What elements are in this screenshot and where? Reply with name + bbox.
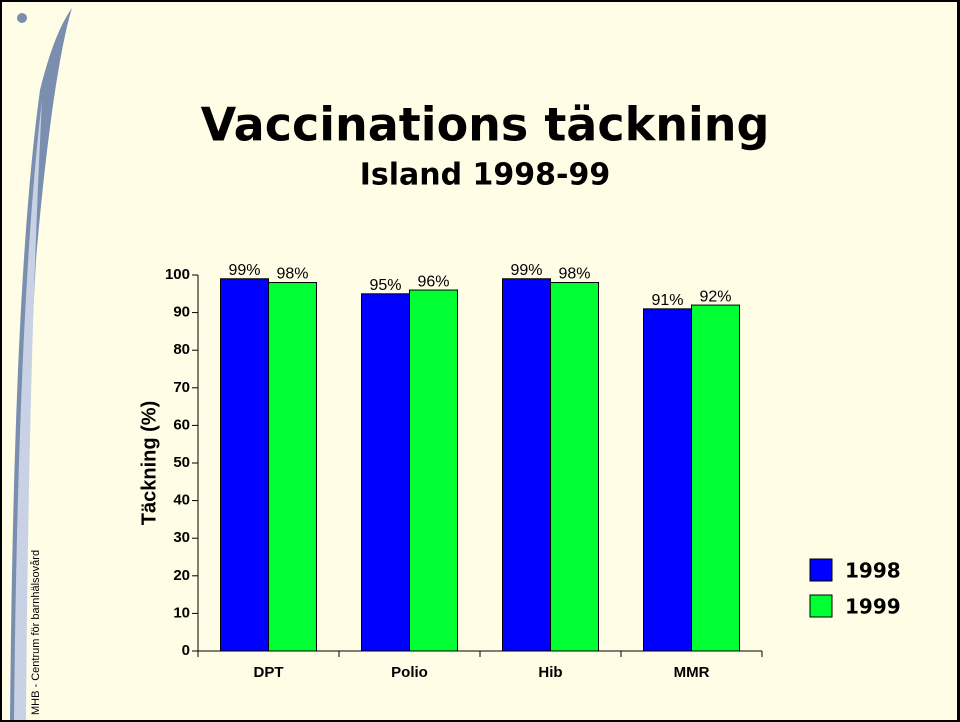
bar	[502, 278, 551, 652]
legend-label: 1998	[845, 559, 901, 583]
y-tick-label: 0	[182, 642, 190, 659]
legend-swatch	[809, 558, 833, 582]
y-tick-label: 70	[173, 379, 190, 396]
y-tick-label: 90	[173, 304, 190, 321]
y-tick-label: 10	[173, 604, 190, 621]
value-label: 99%	[228, 262, 260, 279]
x-tick-label: Hib	[538, 664, 562, 681]
side-text: MHB - Centrum för barnhälsovård	[30, 550, 42, 715]
x-tick-label: MMR	[674, 664, 710, 681]
x-tick-label: Polio	[391, 664, 428, 681]
decor-stripe-light	[14, 100, 42, 720]
bar	[691, 304, 740, 652]
value-label: 98%	[558, 266, 590, 283]
y-axis-label: Täckning (%)	[138, 401, 160, 525]
bar	[268, 282, 317, 652]
bar	[361, 293, 410, 652]
value-label: 96%	[417, 273, 449, 290]
decor-dot	[17, 13, 27, 23]
y-tick-label: 100	[165, 266, 190, 283]
value-label: 91%	[651, 292, 683, 309]
value-label: 92%	[699, 288, 731, 305]
chart-subtitle: Island 1998-99	[360, 158, 611, 193]
y-tick-label: 40	[173, 492, 190, 509]
bar	[643, 308, 692, 652]
y-tick-label: 50	[173, 454, 190, 471]
y-tick-label: 80	[173, 341, 190, 358]
bar	[409, 289, 458, 652]
y-tick-label: 30	[173, 529, 190, 546]
chart-title: Vaccinations täckning	[201, 98, 770, 152]
value-label: 99%	[510, 262, 542, 279]
legend-label: 1999	[845, 595, 901, 619]
y-tick-label: 20	[173, 567, 190, 584]
legend-swatch	[809, 594, 833, 618]
value-label: 98%	[276, 266, 308, 283]
x-tick-label: DPT	[254, 664, 284, 681]
value-label: 95%	[369, 277, 401, 294]
bar	[550, 282, 599, 652]
y-tick-label: 60	[173, 416, 190, 433]
bar	[220, 278, 269, 652]
